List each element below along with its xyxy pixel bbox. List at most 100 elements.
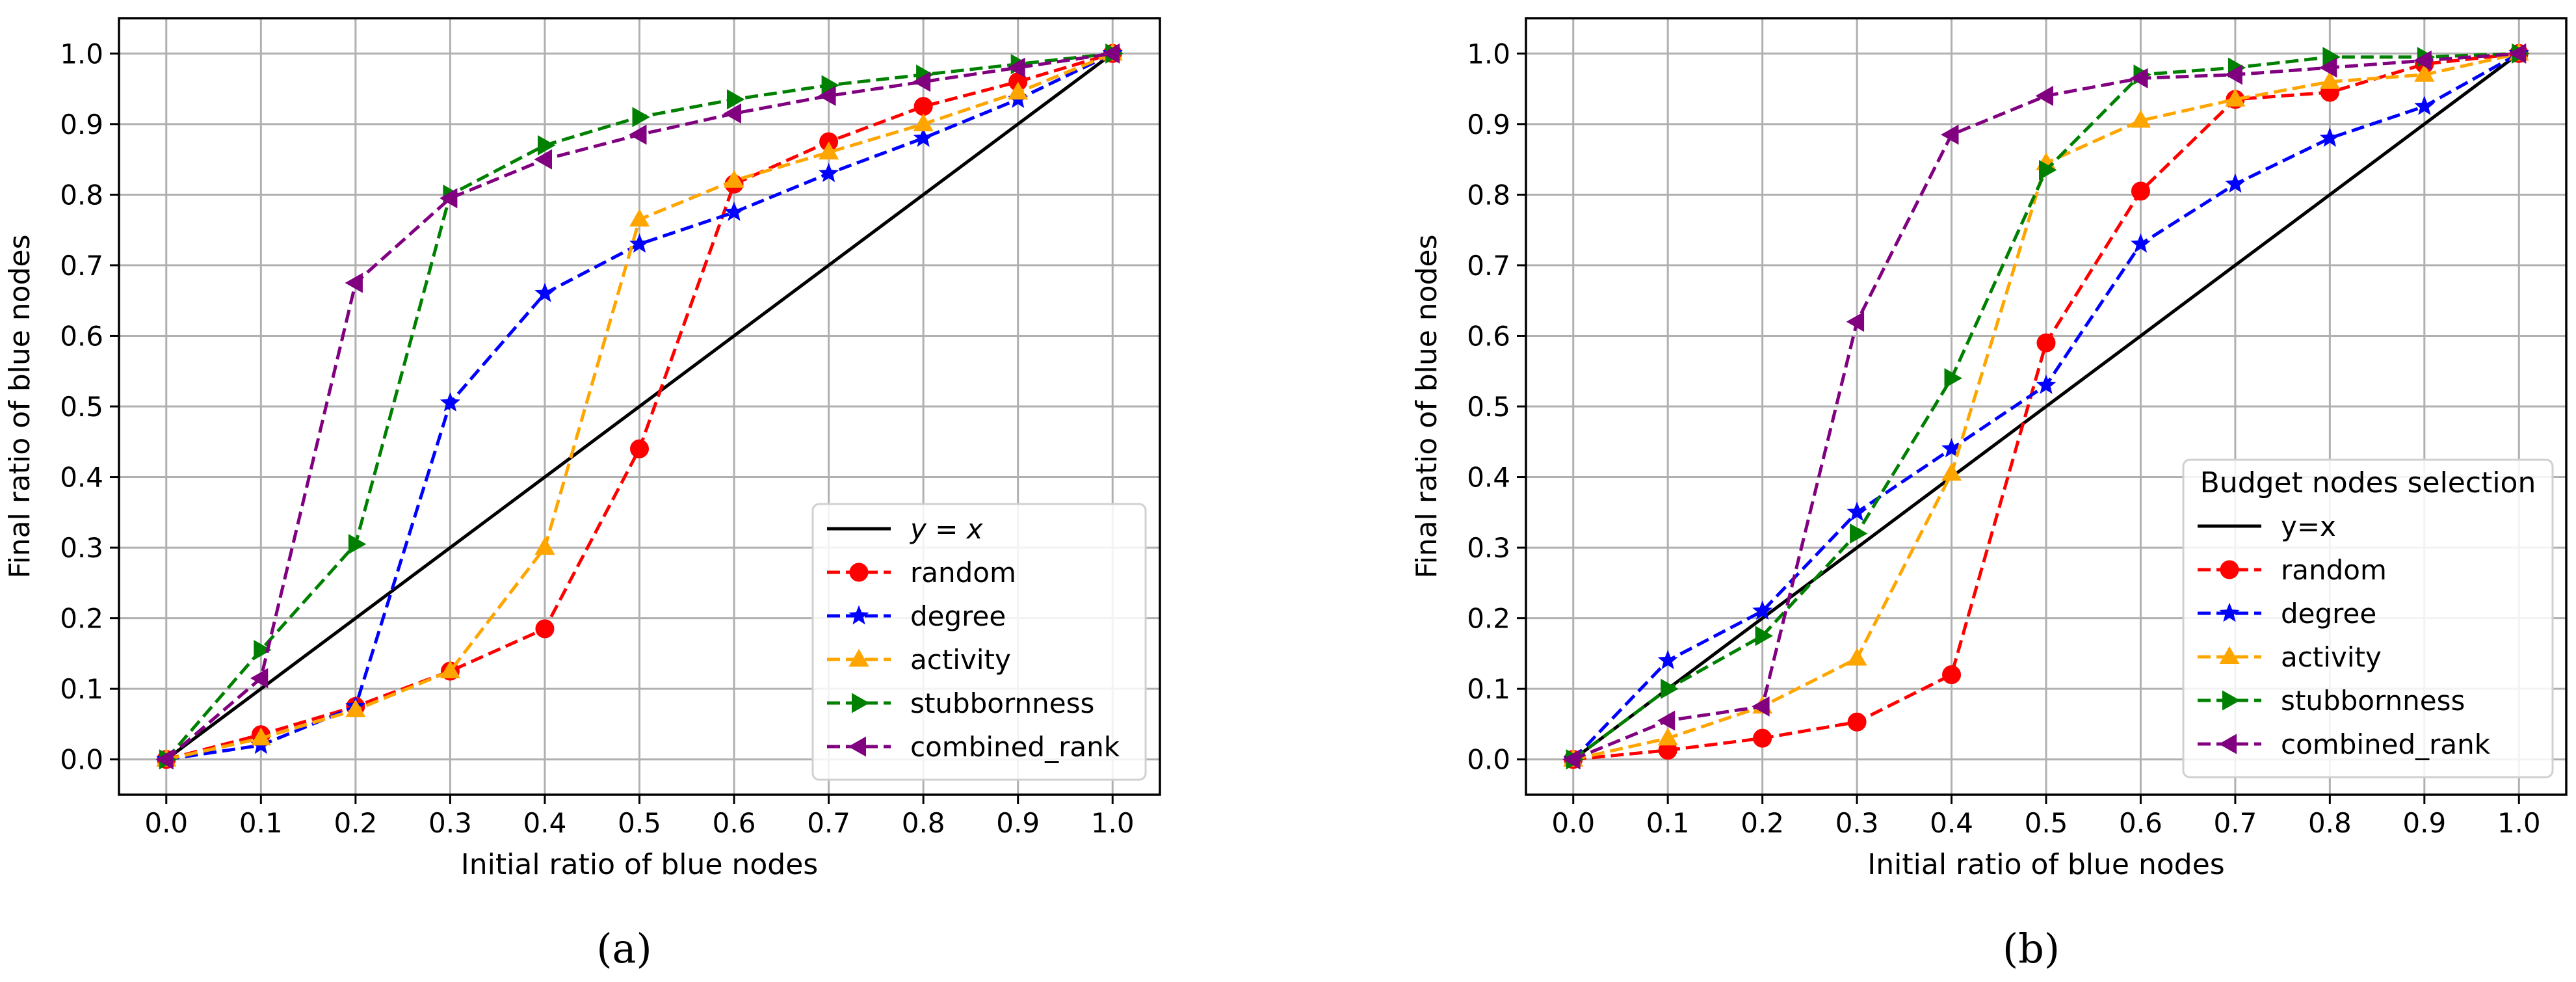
x-tick-label: 0.3 [1835, 807, 1879, 839]
data-point-stubbornness [632, 107, 650, 127]
x-tick-label: 0.0 [1551, 807, 1595, 839]
data-point-stubbornness [1850, 523, 1868, 544]
legend: Budget nodes selection y=x random degree act… [2182, 458, 2554, 778]
x-tick-label: 0.8 [902, 807, 945, 839]
legend-marker-combined-rank [848, 736, 866, 757]
y-tick-label: 1.0 [60, 38, 103, 70]
y-tick-label: 0.0 [1467, 744, 1510, 776]
data-point-combined-rank [1657, 710, 1676, 731]
data-point-random [1942, 665, 1962, 684]
y-axis-label: Final ratio of blue nodes [3, 234, 36, 578]
data-point-stubbornness [348, 534, 367, 555]
x-axis-label: Initial ratio of blue nodes [461, 848, 818, 881]
data-point-combined-rank [723, 103, 741, 124]
data-point-stubbornness [538, 135, 556, 155]
data-point-activity [2225, 88, 2246, 107]
x-tick-label: 0.5 [2025, 807, 2068, 839]
x-tick-label: 0.1 [1646, 807, 1690, 839]
x-tick-label: 0.7 [2214, 807, 2257, 839]
data-point-activity [819, 141, 839, 160]
data-point-random [630, 439, 649, 458]
legend-box [811, 503, 1147, 781]
legend-marker-degree [2219, 602, 2240, 622]
y-tick-label: 0.7 [60, 250, 103, 282]
x-tick-label: 0.2 [334, 807, 377, 839]
data-point-activity [2130, 109, 2151, 128]
data-point-activity [629, 208, 650, 227]
x-tick-label: 0.6 [713, 807, 756, 839]
series-combined-rank [155, 43, 1120, 770]
legend-label-degree: degree [2281, 598, 2376, 630]
data-point-degree [2414, 96, 2435, 115]
y-tick-label: 0.1 [1467, 673, 1510, 705]
data-point-stubbornness [1944, 368, 1962, 389]
panel-label: (a) [596, 925, 651, 972]
series-y-x [165, 52, 1114, 761]
data-point-combined-rank [1101, 43, 1120, 64]
x-tick-label: 0.9 [996, 807, 1040, 839]
y-tick-label: 0.9 [1467, 109, 1510, 140]
data-point-degree [534, 282, 555, 302]
y-tick-label: 0.8 [60, 179, 103, 211]
data-point-activity [1008, 81, 1029, 100]
y-tick-label: 0.9 [60, 109, 103, 140]
data-point-combined-rank [2413, 50, 2432, 71]
data-point-activity [1657, 727, 1678, 746]
axes-frame [1525, 17, 2568, 796]
x-tick-label: 0.3 [428, 807, 472, 839]
data-point-combined-rank [1846, 312, 1865, 332]
chart-panel-a: 0.0 0.1 0.2 0.3 0.4 0.5 0.6 0.7 0.8 0.9 1.0 0.0 0.1 0… [3, 17, 1161, 972]
legend: y = x random degree activity stubbornness com… [811, 503, 1147, 781]
data-point-combined-rank [629, 124, 647, 145]
y-tick-label: 0.1 [60, 673, 103, 705]
data-point-degree [629, 233, 650, 253]
legend-label-combined-rank: combined_rank [2281, 728, 2491, 760]
x-tick-label: 1.0 [1091, 807, 1135, 839]
y-tick-label: 0.6 [1467, 320, 1510, 352]
data-point-random [913, 97, 933, 116]
x-tick-label: 0.6 [2119, 807, 2162, 839]
data-point-degree [1752, 600, 1773, 620]
y-tick-label: 0.0 [60, 744, 103, 776]
y-axis-label: Final ratio of blue nodes [1410, 234, 1443, 578]
data-point-combined-rank [534, 149, 552, 170]
data-point-combined-rank [1007, 57, 1025, 78]
legend-label-y-x: y=x [2281, 511, 2336, 542]
data-point-stubbornness [1755, 626, 1774, 646]
x-tick-label: 0.0 [144, 807, 188, 839]
series-group [1562, 42, 2530, 770]
data-point-degree [2225, 173, 2246, 193]
x-tick-label: 0.4 [523, 807, 567, 839]
y-tick-label: 0.6 [60, 320, 103, 352]
legend-label-stubbornness: stubbornness [2281, 685, 2465, 717]
y-tick-label: 0.4 [60, 462, 103, 494]
data-point-combined-rank [2224, 64, 2242, 85]
x-tick-label: 0.8 [2308, 807, 2352, 839]
data-point-activity [724, 170, 744, 188]
y-tick-label: 0.8 [1467, 179, 1510, 211]
data-point-degree [913, 127, 934, 147]
data-point-combined-rank [1941, 124, 1959, 145]
x-tick-label: 0.4 [1930, 807, 1973, 839]
legend-label-degree: degree [910, 600, 1006, 632]
legend-marker-random [849, 563, 869, 582]
legend-label-combined-rank: combined_rank [910, 731, 1120, 763]
data-point-activity [2414, 64, 2435, 82]
data-point-activity [250, 727, 271, 746]
data-point-degree [2130, 233, 2151, 253]
legend-marker-degree [848, 605, 869, 625]
data-point-activity [1847, 648, 1867, 666]
series-y-x [1572, 52, 2520, 761]
data-point-degree [818, 163, 839, 183]
data-point-activity [345, 699, 366, 717]
data-point-stubbornness [2039, 159, 2057, 180]
x-tick-label: 1.0 [2497, 807, 2541, 839]
data-point-random [535, 619, 555, 639]
x-tick-label: 0.9 [2402, 807, 2446, 839]
data-point-random [1753, 728, 1772, 748]
series-line-y-x [165, 52, 1114, 761]
data-point-activity [534, 537, 555, 555]
legend-marker-stubbornness [852, 693, 870, 713]
x-tick-label: 0.2 [1741, 807, 1784, 839]
y-tick-label: 0.4 [1467, 462, 1510, 494]
